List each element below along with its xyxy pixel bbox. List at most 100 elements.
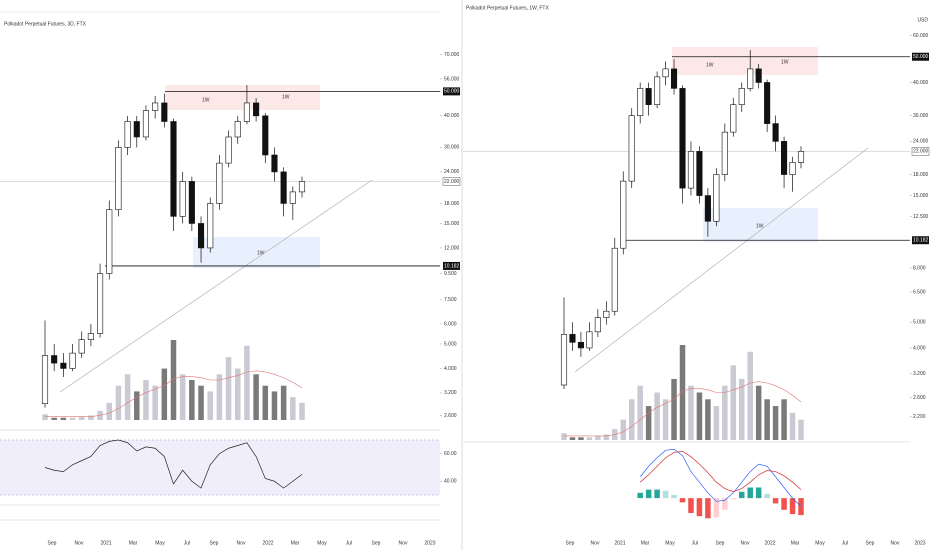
x-tick-label: Sep [48, 540, 57, 546]
level-badge [443, 261, 460, 270]
macd-histogram-bar [747, 487, 753, 499]
level-badge [443, 87, 460, 96]
y-tick-label: 6.500 [913, 289, 926, 295]
volume-bar [143, 380, 149, 420]
candle-body [41, 355, 49, 405]
macd-histogram-bar [688, 498, 694, 513]
demand-zone [193, 237, 320, 268]
y-tick-label: 9.500 [444, 271, 457, 277]
y-tick-label: 6.000 [444, 321, 457, 327]
candle-body [170, 121, 177, 217]
candle-body [721, 131, 728, 175]
volume-bar [637, 385, 643, 440]
volume-bar [578, 437, 584, 440]
x-tick-label: May [155, 540, 165, 546]
y-tick-label: 30.000 [444, 145, 460, 151]
x-tick-label: May [317, 540, 327, 546]
trend-line [59, 179, 373, 393]
x-tick-label: May [815, 540, 825, 546]
candle-body [152, 102, 159, 111]
candle-body [670, 68, 678, 89]
candle-body [69, 352, 76, 369]
macd-histogram-bar [772, 498, 779, 504]
candle-body [298, 181, 306, 193]
current-price-label: 22.000 [913, 149, 929, 155]
price-badge [442, 177, 461, 186]
candle-body [687, 151, 695, 189]
candle-body [78, 339, 85, 354]
volume-bar [781, 399, 787, 440]
candle-body [234, 121, 241, 138]
volume-bar [78, 416, 85, 420]
y-tick-label: 24.000 [444, 169, 460, 175]
volume-bar [134, 391, 140, 420]
y-tick-label: 4.000 [913, 345, 926, 351]
macd-histogram-bar [679, 498, 686, 503]
candle-body [679, 88, 686, 189]
volume-bar [235, 368, 241, 420]
volume-bar [679, 345, 686, 440]
y-tick-label: 5.000 [444, 341, 457, 347]
volume-bar [713, 406, 720, 440]
macd-histogram-bar [722, 498, 728, 510]
candle-body [594, 317, 601, 333]
rsi-tick-label: 60.00 [444, 451, 457, 457]
macd-histogram-bar [662, 490, 669, 499]
volume-bar [299, 402, 305, 420]
y-tick-label: 24.000 [913, 139, 929, 145]
x-tick-label: Nov [741, 540, 750, 546]
y-tick-label: 4.000 [444, 366, 457, 372]
volume-bar [705, 399, 711, 440]
volume-bar [124, 374, 131, 420]
volume-bar [561, 433, 567, 440]
y-tick-label: 40.000 [913, 80, 929, 86]
x-tick-label: 2023 [914, 540, 925, 546]
y-tick-label: 3.200 [444, 390, 457, 396]
volume-bar [696, 392, 703, 440]
candle-body [755, 68, 762, 83]
candle-body [586, 331, 593, 349]
volume-bar [586, 437, 593, 440]
trend-line [574, 147, 869, 373]
candle-body [569, 334, 576, 343]
volume-bar [207, 391, 213, 420]
x-tick-label: May [665, 540, 675, 546]
volume-bar [688, 385, 694, 440]
volume-bar [645, 406, 652, 440]
y-tick-label: 5.000 [913, 320, 926, 326]
candle-body [142, 110, 150, 138]
x-tick-label: Sep [372, 540, 381, 546]
x-tick-label: Jul [346, 540, 352, 546]
rsi-line [44, 439, 303, 489]
y-tick-label: 60.000 [913, 33, 929, 39]
volume-bar [290, 397, 296, 420]
macd-histogram-bar [739, 491, 745, 499]
volume-bar [244, 345, 250, 420]
x-tick-label: Nov [75, 540, 84, 546]
current-price-label: 22.000 [444, 179, 460, 185]
candle-body [730, 104, 737, 133]
x-tick-label: Mar [641, 540, 650, 546]
candle-body [289, 191, 296, 204]
candle-body [271, 154, 278, 173]
volume-bar [225, 357, 232, 420]
volume-bar [51, 417, 57, 420]
price-badge [911, 147, 930, 156]
volume-bar [42, 414, 48, 420]
volume-bar [198, 385, 204, 420]
x-tick-label: Mar [129, 540, 138, 546]
candle-body [262, 115, 269, 156]
volume-bar [789, 412, 796, 440]
volume-bar [595, 435, 601, 440]
y-tick-label: 56.000 [444, 76, 460, 82]
level-badge [912, 236, 929, 245]
y-tick-label: 12.000 [444, 245, 460, 251]
x-tick-label: 2021 [614, 540, 625, 546]
candle-body [611, 247, 618, 312]
x-tick-label: Nov [237, 540, 246, 546]
x-tick-label: Mar [291, 540, 300, 546]
y-tick-label: 18.000 [444, 201, 460, 207]
volume-bar [271, 391, 278, 420]
candle-body [577, 342, 584, 349]
